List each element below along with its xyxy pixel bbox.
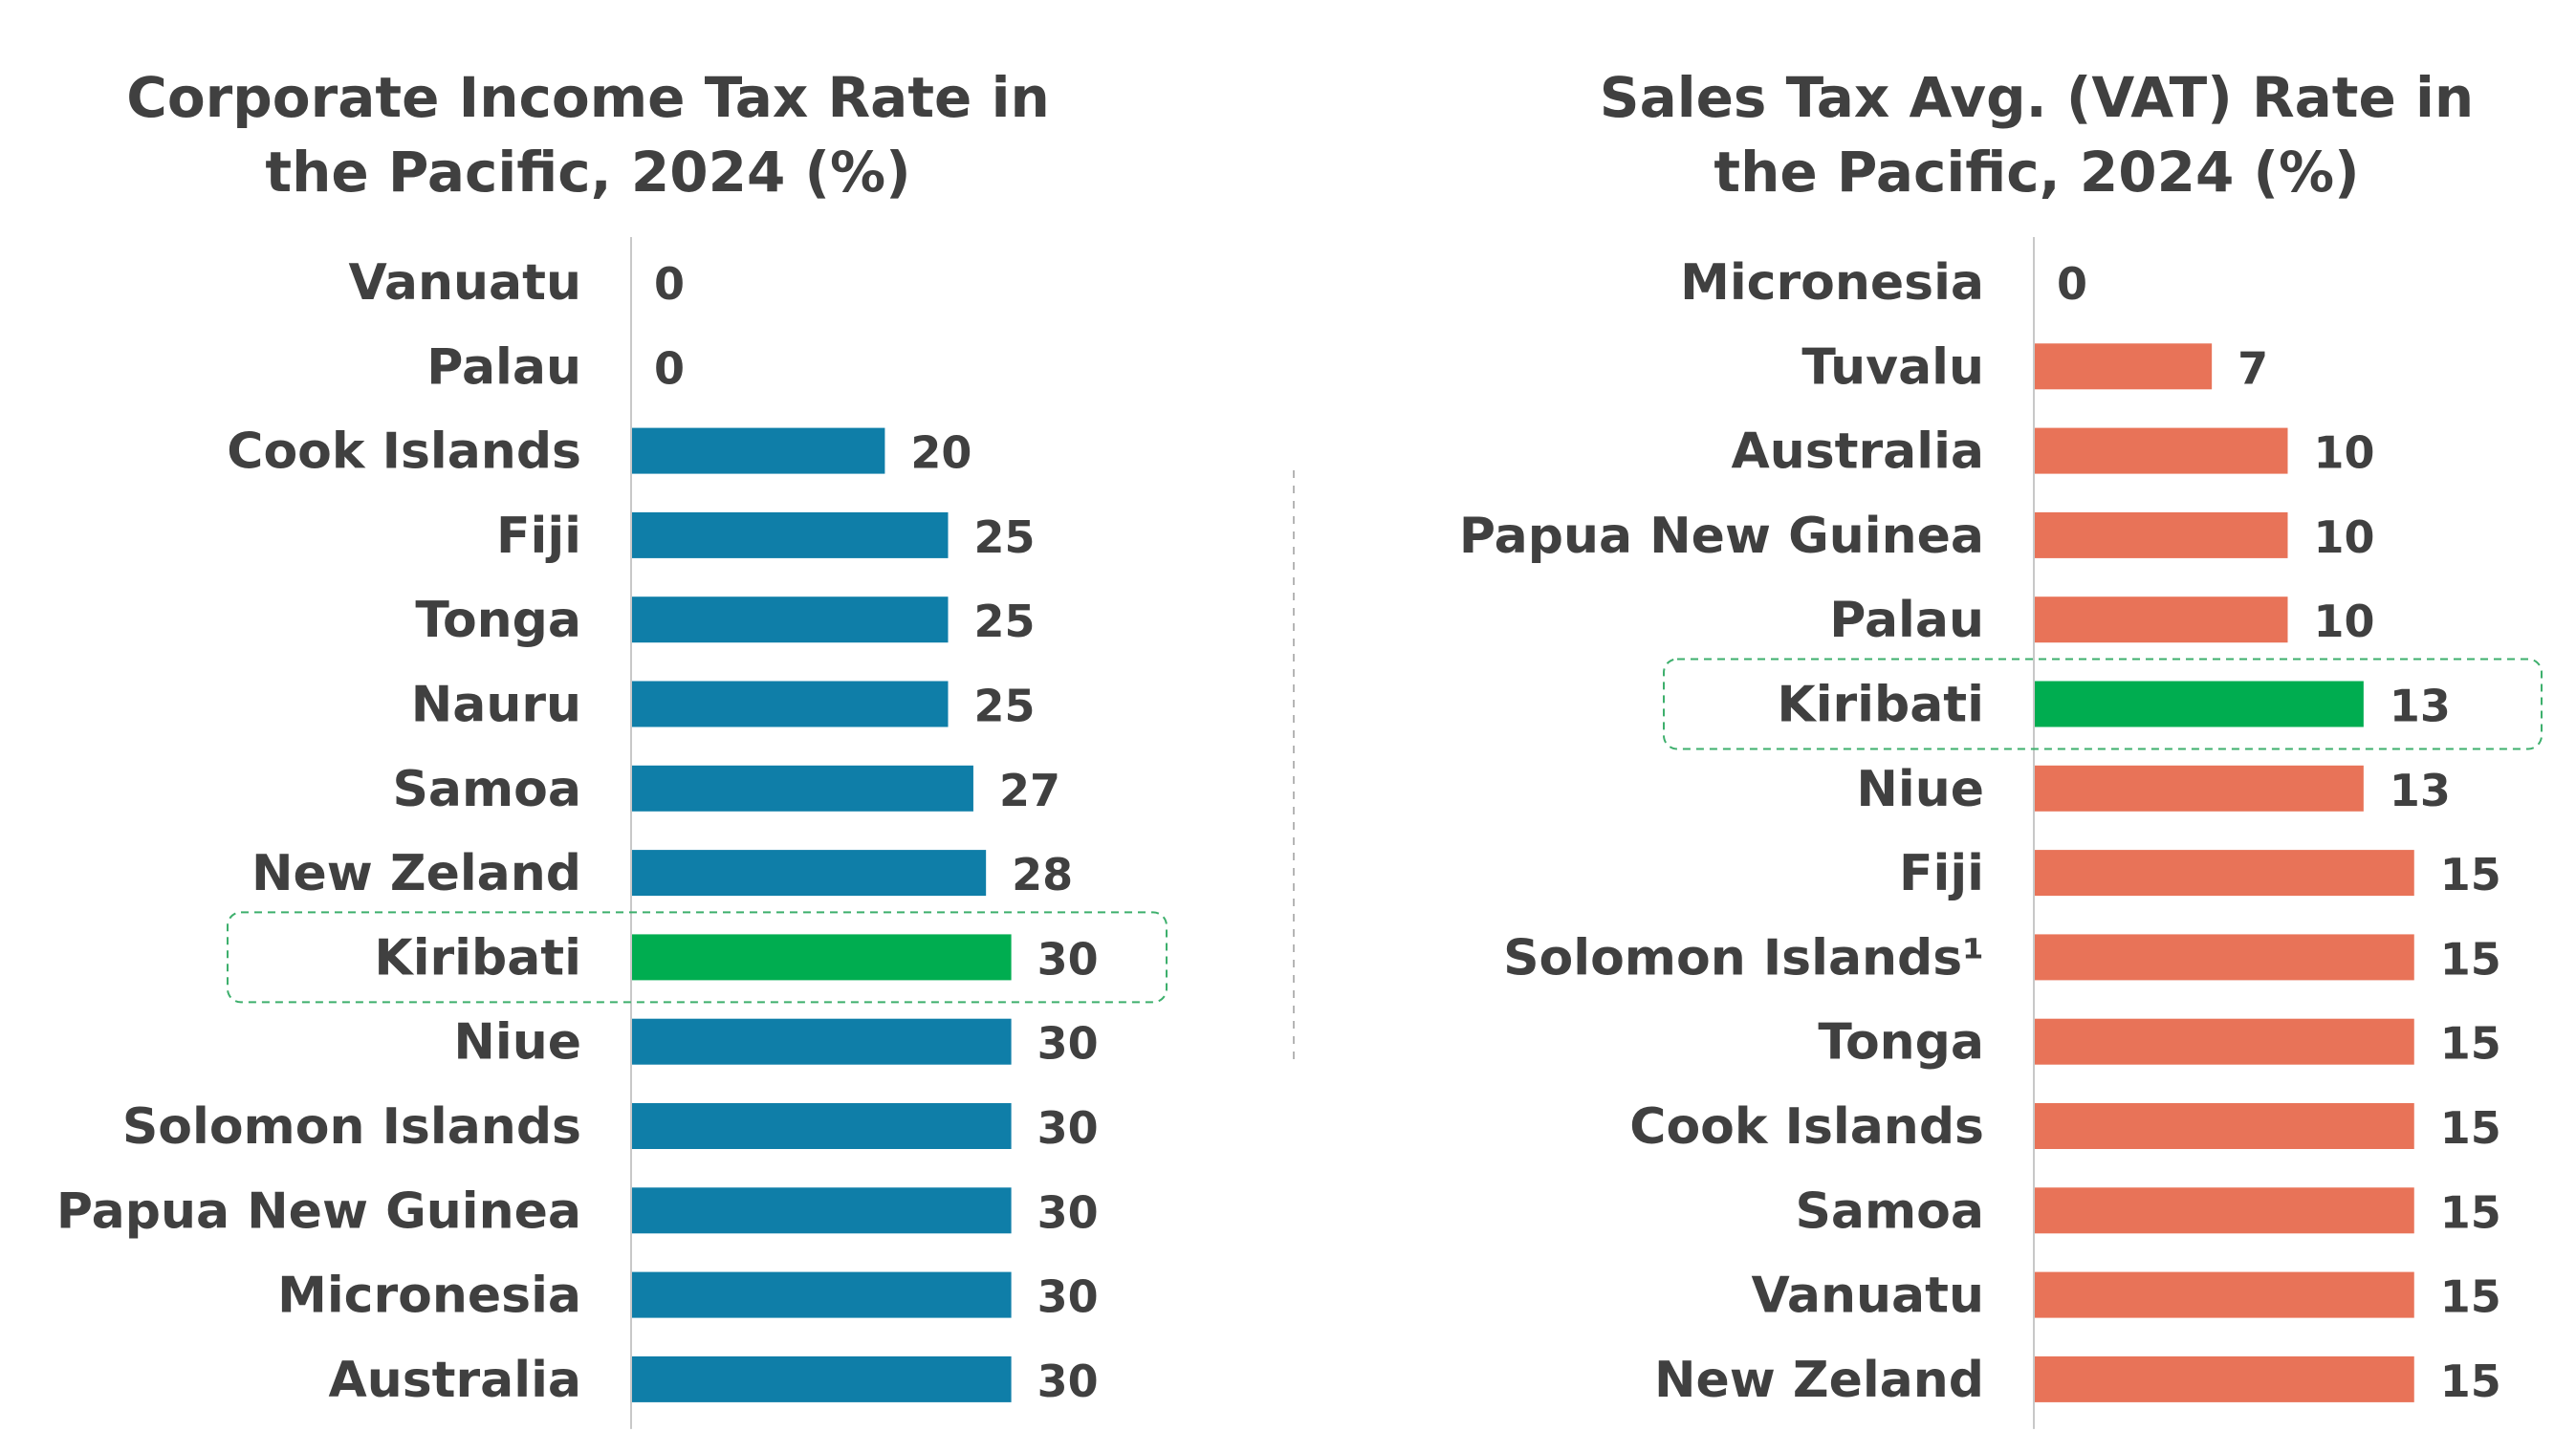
- vat-category-label: New Zeland: [1654, 1352, 1984, 1409]
- cit-highlight-box: [227, 911, 1168, 1004]
- vat-category-label: Palau: [1829, 592, 1984, 649]
- vat-data-label: 15: [2440, 1018, 2501, 1070]
- cit-bar: [632, 1271, 1012, 1318]
- cit-data-label: 30: [1037, 1186, 1099, 1238]
- cit-category-label: Australia: [328, 1352, 581, 1409]
- vat-data-label: 15: [2440, 1271, 2501, 1323]
- vat-category-label: Solomon Islands¹: [1503, 929, 1984, 987]
- vat-bar: [2035, 1271, 2414, 1318]
- cit-category-label: Niue: [453, 1014, 581, 1072]
- vat-category-label: Cook Islands: [1629, 1098, 1984, 1156]
- cit-data-label: 30: [1037, 1355, 1099, 1407]
- cit-bar: [632, 681, 949, 727]
- vat-category-label: Australia: [1731, 423, 1984, 481]
- cit-category-label: Kiribati: [374, 929, 581, 987]
- vat-bar: [2035, 1103, 2414, 1149]
- vat-data-label: 15: [2440, 1355, 2501, 1407]
- cit-category-label: Fiji: [496, 508, 581, 565]
- cit-category-label: Nauru: [411, 677, 581, 734]
- vat-bar: [2035, 765, 2364, 812]
- cit-chart-title-line-2: the Pacific, 2024 (%): [265, 140, 910, 205]
- cit-bar: [632, 1355, 1012, 1402]
- panel-corporate-income-tax: Corporate Income Tax Rate in the Pacific,…: [56, 65, 1168, 1429]
- cit-bar: [632, 1187, 1012, 1234]
- cit-data-label: 25: [974, 511, 1036, 563]
- cit-category-label: Samoa: [392, 761, 581, 818]
- vat-data-label: 15: [2440, 1186, 2501, 1238]
- vat-chart-title-line-2: the Pacific, 2024 (%): [1714, 140, 2359, 205]
- cit-data-label: 30: [1037, 1271, 1099, 1323]
- vat-data-label: 7: [2238, 342, 2268, 394]
- cit-chart-title-line-1: Corporate Income Tax Rate in: [126, 65, 1050, 130]
- cit-category-label: Palau: [426, 338, 581, 396]
- vat-bar: [2035, 681, 2364, 727]
- vat-data-label: 0: [2057, 258, 2087, 310]
- vat-bar: [2035, 934, 2414, 981]
- vat-data-label: 10: [2314, 596, 2375, 647]
- cit-data-label: 20: [910, 427, 971, 479]
- cit-bar: [632, 1103, 1012, 1149]
- vat-bar: [2035, 511, 2288, 558]
- cit-category-label: Tonga: [415, 592, 581, 649]
- vat-category-label: Papua New Guinea: [1459, 508, 1984, 565]
- vat-category-label: Tuvalu: [1801, 338, 1984, 396]
- cit-data-label: 30: [1037, 1018, 1099, 1070]
- cit-category-label: Micronesia: [277, 1268, 581, 1325]
- cit-category-label: New Zeland: [251, 845, 581, 902]
- vat-category-label: Niue: [1856, 761, 1984, 818]
- cit-bar: [632, 850, 987, 897]
- cit-data-label: 30: [1037, 933, 1099, 985]
- cit-data-label: 0: [654, 342, 685, 394]
- vat-bar: [2035, 1018, 2414, 1065]
- vat-category-label: Micronesia: [1680, 254, 1984, 312]
- vat-chart-title-line-1: Sales Tax Avg. (VAT) Rate in: [1600, 65, 2474, 130]
- vat-data-label: 13: [2390, 681, 2451, 732]
- cit-data-label: 0: [654, 258, 685, 310]
- cit-bar: [632, 511, 949, 558]
- cit-data-label: 30: [1037, 1102, 1099, 1154]
- cit-bar: [632, 765, 973, 812]
- cit-bar: [632, 1018, 1012, 1065]
- vat-data-label: 15: [2440, 1102, 2501, 1154]
- vat-bar: [2035, 1355, 2414, 1402]
- panel-sales-tax-vat: Sales Tax Avg. (VAT) Rate in the Pacific,…: [1459, 65, 2543, 1429]
- vat-category-label: Vanuatu: [1752, 1268, 1985, 1325]
- vat-category-label: Kiribati: [1777, 677, 1984, 734]
- cit-bar: [632, 427, 885, 474]
- vat-category-label: Tonga: [1818, 1014, 1984, 1072]
- vat-bar: [2035, 596, 2288, 643]
- cit-category-label: Cook Islands: [227, 423, 581, 481]
- vat-data-label: 15: [2440, 933, 2501, 985]
- cit-data-label: 27: [999, 765, 1060, 816]
- vat-data-label: 10: [2314, 427, 2375, 479]
- cit-data-label: 25: [974, 596, 1036, 647]
- cit-category-label: Papua New Guinea: [56, 1182, 581, 1240]
- vat-data-label: 15: [2440, 849, 2501, 900]
- vat-bar: [2035, 343, 2213, 390]
- vat-bar: [2035, 850, 2414, 897]
- cit-bar: [632, 934, 1012, 981]
- vat-bar: [2035, 1187, 2414, 1234]
- vat-data-label: 13: [2390, 765, 2451, 816]
- cit-category-label: Vanuatu: [349, 254, 582, 312]
- vat-bar: [2035, 427, 2288, 474]
- vat-category-label: Fiji: [1899, 845, 1984, 902]
- cit-data-label: 28: [1012, 849, 1073, 900]
- vat-highlight-box: [1663, 658, 2543, 750]
- cit-data-label: 25: [974, 681, 1036, 732]
- cit-bar: [632, 596, 949, 643]
- cit-category-label: Solomon Islands: [122, 1098, 581, 1156]
- vat-data-label: 10: [2314, 511, 2375, 563]
- vat-category-label: Samoa: [1795, 1182, 1984, 1240]
